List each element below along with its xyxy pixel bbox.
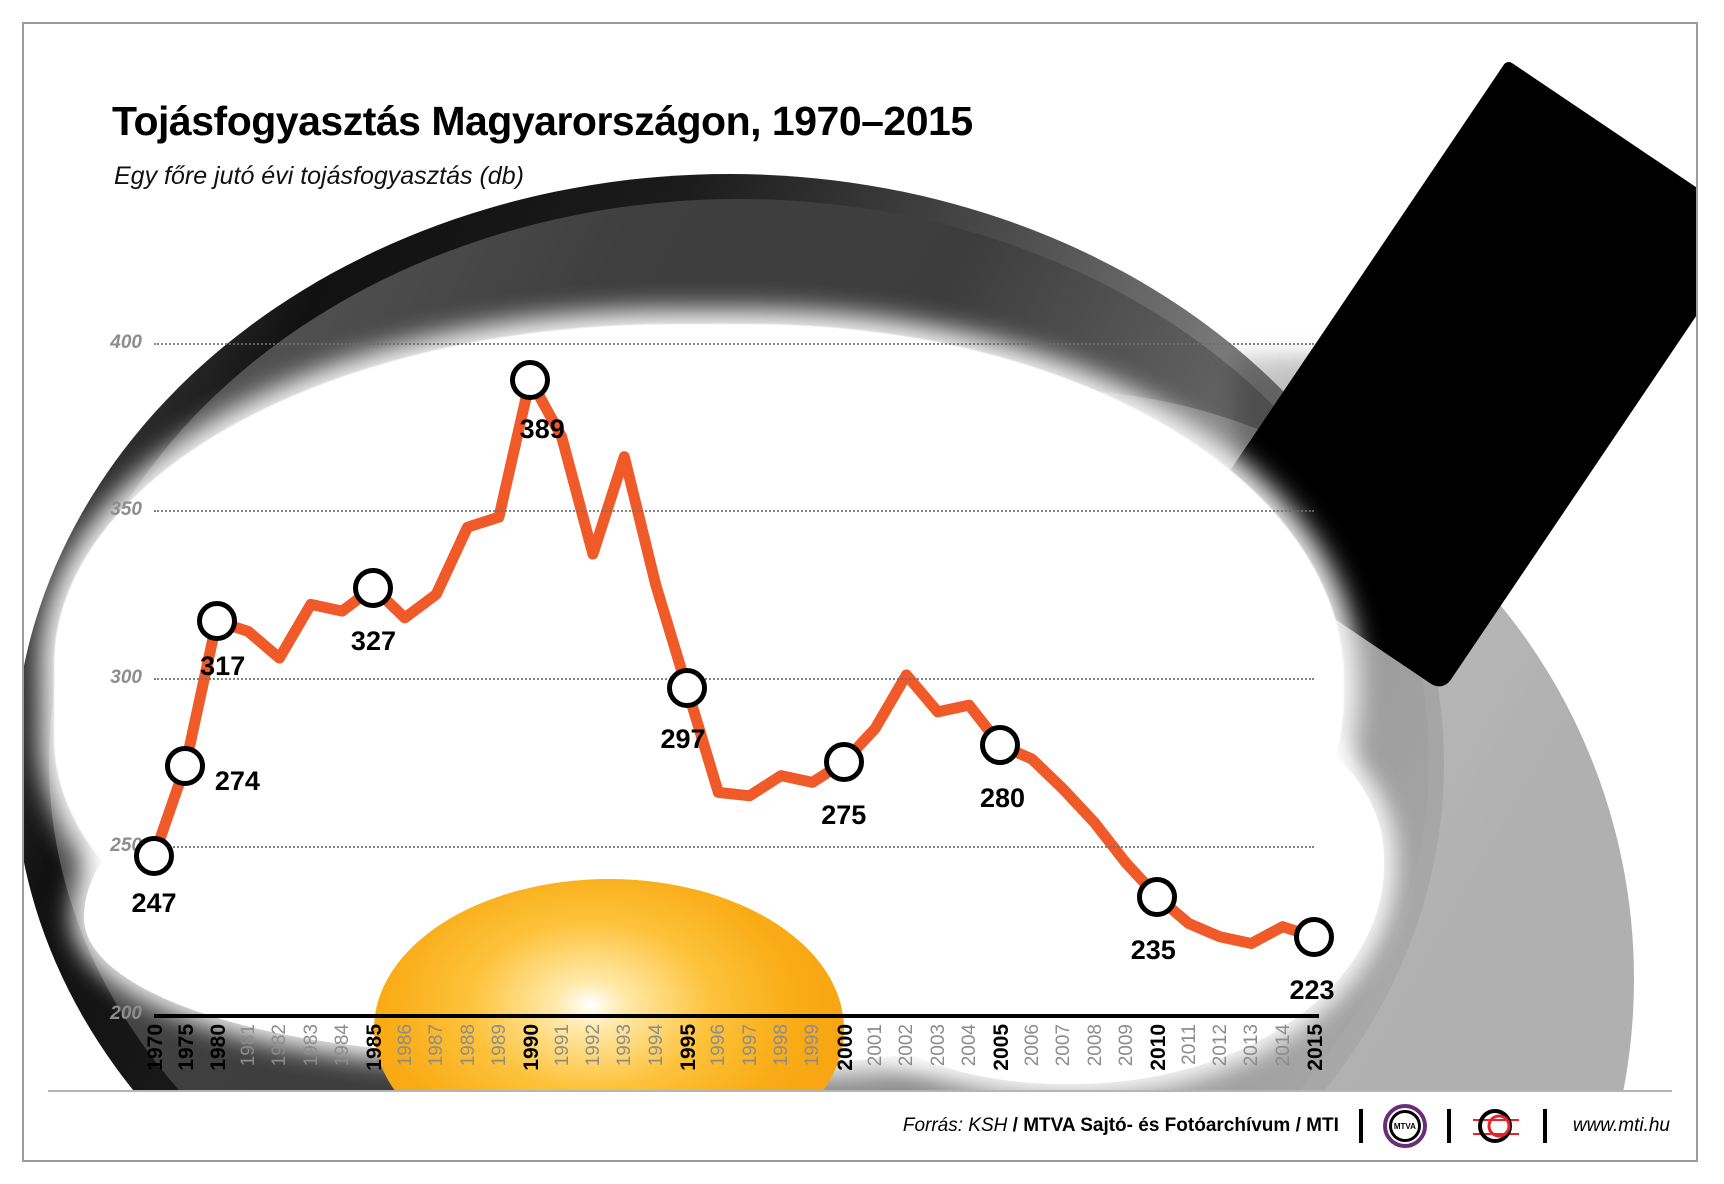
footer-separator-1 [1358, 1109, 1363, 1143]
line-halo [154, 362, 1331, 961]
x-axis-tick-1997: 1997 [739, 1024, 761, 1067]
data-point-2010[interactable] [1137, 876, 1178, 917]
mti-logo-icon [1472, 1109, 1519, 1143]
y-axis-tick-300: 300 [110, 667, 142, 689]
x-axis-tick-2004: 2004 [959, 1024, 981, 1067]
data-label-2005: 280 [979, 783, 1026, 814]
x-axis-tick-1984: 1984 [332, 1024, 354, 1067]
source-credit: Forrás: KSH / MTVA Sajtó- és Fotóarchívu… [903, 1115, 1339, 1137]
source-prefix: Forrás: KSH [902, 1115, 1008, 1136]
gridline-400 [154, 342, 1314, 345]
x-axis-tick-2009: 2009 [1115, 1024, 1137, 1067]
x-axis-tick-2015: 2015 [1304, 1024, 1327, 1071]
x-axis-tick-2010: 2010 [1147, 1024, 1171, 1071]
data-point-2005[interactable] [980, 725, 1021, 766]
chart-plot-area: 200 250 300 350 400 247 274 317 327 389 297 275 280 2… [110, 204, 1335, 1024]
footer-separator-2 [1446, 1109, 1451, 1143]
x-axis-tick-1993: 1993 [614, 1024, 636, 1067]
mtva-logo-text: MTVA [1388, 1110, 1421, 1142]
x-axis-tick-1994: 1994 [645, 1024, 667, 1067]
x-axis-tick-2008: 2008 [1084, 1024, 1106, 1067]
website-url[interactable]: www.mti.hu [1572, 1115, 1670, 1136]
x-axis-tick-1983: 1983 [300, 1024, 322, 1067]
data-point-2000[interactable] [823, 742, 864, 783]
footer-bar: Forrás: KSH / MTVA Sajtó- és Fotóarchívu… [24, 1092, 1696, 1160]
data-point-1995[interactable] [666, 668, 707, 709]
data-point-1975[interactable] [165, 745, 206, 786]
x-axis-tick-1985: 1985 [363, 1024, 387, 1071]
data-label-2015: 223 [1289, 974, 1335, 1005]
y-axis-tick-200: 200 [110, 1003, 142, 1024]
data-point-1980[interactable] [196, 601, 237, 642]
data-point-2015[interactable] [1294, 916, 1334, 957]
line-chart-svg [154, 362, 1331, 961]
x-axis-tick-1995: 1995 [676, 1024, 700, 1071]
x-axis-tick-1987: 1987 [426, 1024, 448, 1067]
x-axis-baseline [154, 1014, 1319, 1018]
x-axis-tick-2002: 2002 [896, 1024, 918, 1067]
x-axis-tick-2006: 2006 [1021, 1024, 1043, 1067]
footer-divider [48, 1090, 1672, 1092]
x-axis-tick-2011: 2011 [1178, 1024, 1200, 1065]
source-rest: / MTVA Sajtó- és Fotóarchívum / MTI [1007, 1115, 1339, 1136]
x-axis-tick-2003: 2003 [927, 1024, 949, 1067]
x-axis-tick-2014: 2014 [1272, 1024, 1294, 1067]
x-axis-tick-1996: 1996 [708, 1024, 730, 1067]
data-line [154, 374, 1320, 949]
gridline-350 [154, 510, 1314, 513]
y-axis-tick-350: 350 [110, 499, 142, 521]
data-label-1990: 389 [519, 413, 565, 444]
infographic-frame: Tojásfogyasztás Magyarországon, 1970–201… [22, 22, 1698, 1162]
x-axis-tick-1980: 1980 [206, 1024, 230, 1071]
x-axis-tick-1981: 1981 [238, 1024, 260, 1067]
x-axis-tick-2012: 2012 [1209, 1024, 1231, 1067]
x-axis-tick-1975: 1975 [175, 1024, 199, 1071]
data-label-1985: 327 [350, 625, 396, 656]
data-point-1985[interactable] [353, 567, 394, 608]
mtva-logo[interactable]: MTVA [1382, 1104, 1427, 1148]
data-label-1970: 247 [131, 888, 177, 919]
x-axis-tick-1970: 1970 [144, 1024, 167, 1071]
data-point-1990[interactable] [510, 359, 551, 400]
footer-separator-3 [1542, 1109, 1547, 1143]
data-point-1970[interactable] [134, 836, 174, 877]
x-axis-tick-1991: 1991 [551, 1024, 573, 1067]
page-subtitle: Egy főre jutó évi tojásfogyasztás (db) [114, 162, 524, 190]
gridline-250 [154, 846, 1314, 849]
x-axis-tick-2005: 2005 [990, 1024, 1014, 1071]
x-axis-tick-1999: 1999 [802, 1024, 824, 1067]
x-axis-tick-1988: 1988 [457, 1024, 479, 1067]
data-label-2000: 275 [821, 800, 867, 831]
data-label-1975: 274 [214, 765, 260, 796]
data-label-2010: 235 [1130, 934, 1176, 965]
x-axis-tick-1986: 1986 [394, 1024, 416, 1067]
x-axis-tick-2013: 2013 [1241, 1024, 1263, 1067]
mti-logo[interactable] [1471, 1104, 1523, 1148]
data-label-1980: 317 [200, 651, 246, 682]
x-axis-tick-1992: 1992 [582, 1024, 604, 1067]
x-axis-tick-2001: 2001 [865, 1024, 887, 1067]
x-axis-tick-1989: 1989 [488, 1024, 510, 1067]
x-axis-tick-1998: 1998 [771, 1024, 793, 1067]
x-axis-tick-1990: 1990 [520, 1024, 544, 1071]
page-title: Tojásfogyasztás Magyarországon, 1970–201… [112, 98, 973, 144]
gridline-300 [154, 678, 1314, 681]
y-axis-tick-400: 400 [110, 331, 142, 353]
x-axis-tick-1982: 1982 [269, 1024, 291, 1067]
x-axis-tick-2000: 2000 [833, 1024, 857, 1071]
x-axis-tick-2007: 2007 [1053, 1024, 1075, 1067]
data-label-1995: 297 [660, 724, 706, 755]
